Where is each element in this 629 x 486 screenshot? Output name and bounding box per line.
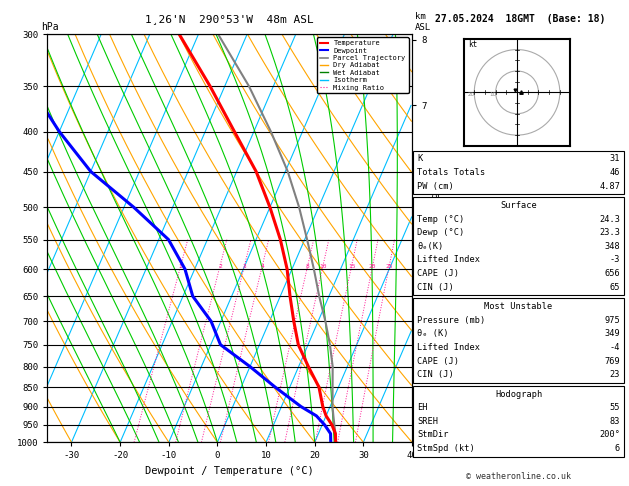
Text: 4.87: 4.87 [599,182,620,191]
Text: CAPE (J): CAPE (J) [417,269,459,278]
X-axis label: Dewpoint / Temperature (°C): Dewpoint / Temperature (°C) [145,466,314,476]
Text: Lifted Index: Lifted Index [417,256,480,264]
Text: Pressure (mb): Pressure (mb) [417,316,486,325]
Text: StmSpd (kt): StmSpd (kt) [417,444,475,453]
Text: 6: 6 [615,444,620,453]
Text: 349: 349 [604,330,620,338]
Text: 83: 83 [610,417,620,426]
Text: Dewp (°C): Dewp (°C) [417,228,464,237]
Text: 55: 55 [610,403,620,412]
Text: -4: -4 [610,343,620,352]
Text: Hodograph: Hodograph [495,390,542,399]
Legend: Temperature, Dewpoint, Parcel Trajectory, Dry Adiabat, Wet Adiabat, Isotherm, Mi: Temperature, Dewpoint, Parcel Trajectory… [317,37,408,93]
Text: K: K [417,155,422,163]
Text: PW (cm): PW (cm) [417,182,454,191]
Text: 31: 31 [610,155,620,163]
Text: km
ASL: km ASL [415,12,431,32]
Text: Lifted Index: Lifted Index [417,343,480,352]
Text: 65: 65 [610,283,620,292]
Text: 2: 2 [218,264,222,269]
Text: ↙: ↙ [414,253,425,265]
Text: 200°: 200° [599,431,620,439]
Text: 975: 975 [604,316,620,325]
Text: CIN (J): CIN (J) [417,283,454,292]
Text: 4: 4 [260,264,264,269]
Text: 1: 1 [179,264,182,269]
Text: 25: 25 [386,264,393,269]
Text: θₑ (K): θₑ (K) [417,330,448,338]
Text: Temp (°C): Temp (°C) [417,215,464,224]
Text: 27.05.2024  18GMT  (Base: 18): 27.05.2024 18GMT (Base: 18) [435,14,606,24]
Text: 8: 8 [306,264,309,269]
Text: 1¸26'N  290°53'W  48m ASL: 1¸26'N 290°53'W 48m ASL [145,14,314,24]
Text: ↙: ↙ [414,419,425,432]
Text: 24.3: 24.3 [599,215,620,224]
Text: 20: 20 [468,91,475,97]
Text: 10: 10 [319,264,326,269]
Text: 348: 348 [604,242,620,251]
Text: kt: kt [468,40,477,50]
Text: hPa: hPa [41,21,58,32]
Text: © weatheronline.co.uk: © weatheronline.co.uk [466,472,571,481]
Text: Mixing Ratio (g/kg): Mixing Ratio (g/kg) [431,187,440,289]
Text: 20: 20 [369,264,376,269]
Text: SREH: SREH [417,417,438,426]
Text: ↙: ↙ [414,207,425,219]
Text: 46: 46 [610,168,620,177]
Text: 23: 23 [610,370,620,379]
Text: CIN (J): CIN (J) [417,370,454,379]
Text: Most Unstable: Most Unstable [484,302,553,311]
Text: StmDir: StmDir [417,431,448,439]
Text: 769: 769 [604,357,620,365]
Text: ↙: ↙ [414,322,425,335]
Text: CAPE (J): CAPE (J) [417,357,459,365]
Text: Surface: Surface [500,201,537,210]
Text: 3: 3 [242,264,246,269]
Text: LCL: LCL [416,433,431,442]
Text: Totals Totals: Totals Totals [417,168,486,177]
Text: 656: 656 [604,269,620,278]
Text: 15: 15 [348,264,355,269]
Text: EH: EH [417,403,428,412]
Text: 23.3: 23.3 [599,228,620,237]
Text: θₑ(K): θₑ(K) [417,242,443,251]
Text: -3: -3 [610,256,620,264]
Text: 10: 10 [489,91,496,97]
